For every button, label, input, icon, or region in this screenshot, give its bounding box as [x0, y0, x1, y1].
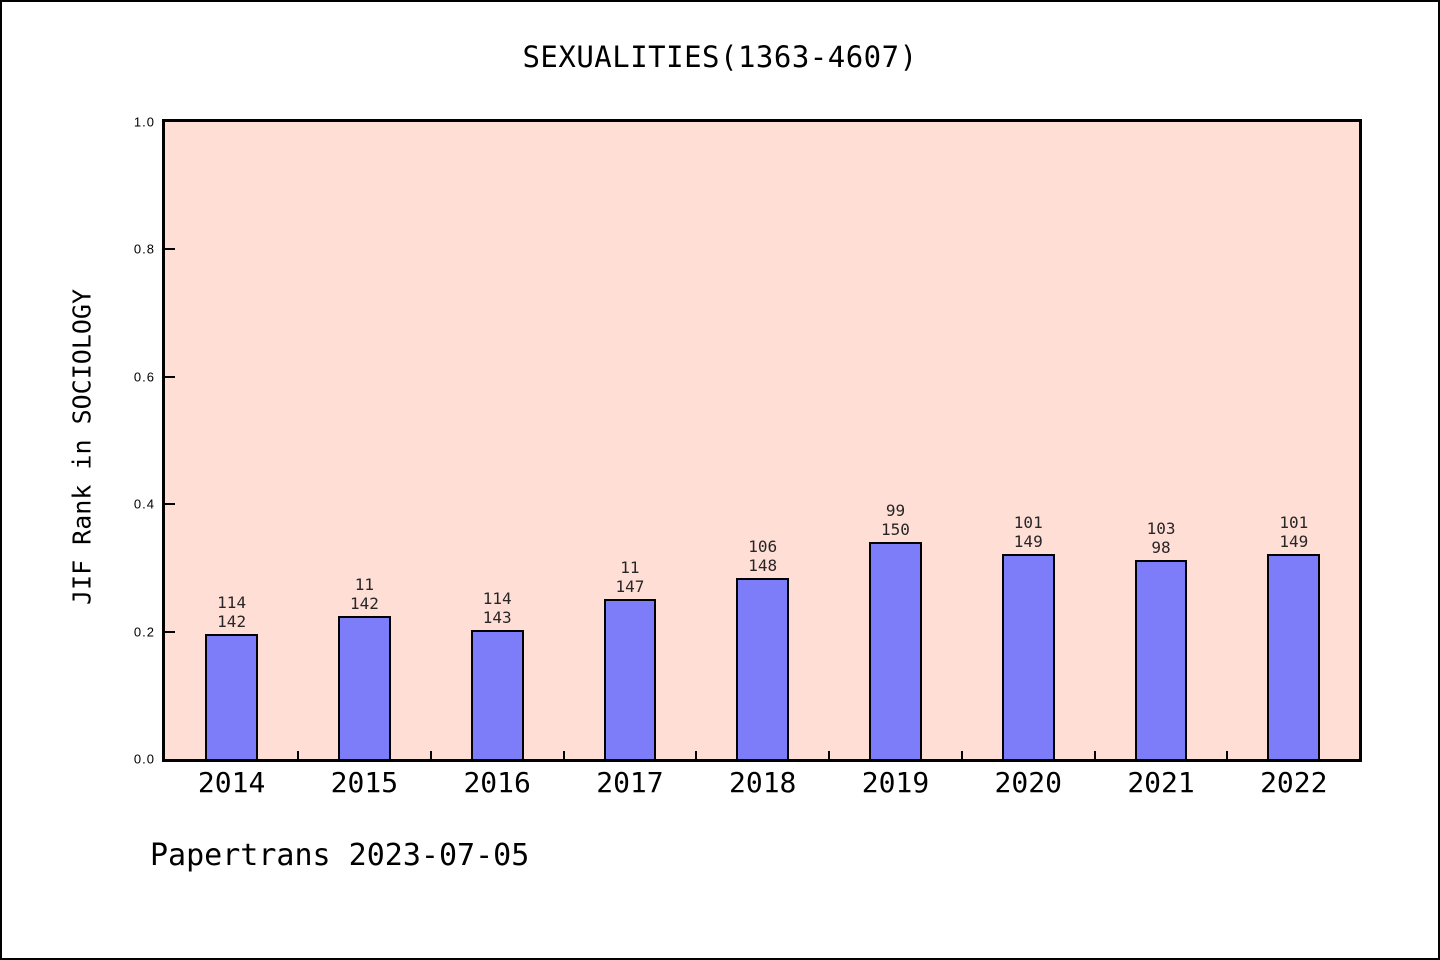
bar-label-rank: 106: [748, 537, 778, 557]
bar-label-total: 149: [1013, 531, 1043, 551]
bar: [603, 599, 657, 759]
y-tick: [165, 503, 175, 506]
bar-label: 99 150: [881, 501, 910, 539]
y-tick-label: 0.2: [133, 624, 155, 640]
bar: [205, 633, 258, 759]
x-minor-tick: [828, 751, 831, 759]
x-tick-label-year: 2014: [197, 766, 266, 799]
bar-label-total: 149: [1279, 531, 1309, 551]
bar: [869, 542, 922, 759]
x-minor-tick: [429, 751, 432, 759]
x-tick-label-year: 2017: [596, 766, 664, 799]
bar-label: 11 147: [615, 558, 644, 596]
chart-title: SEXUALITIES(1363-4607): [522, 40, 918, 74]
bar-label-rank: 101: [1279, 512, 1309, 532]
bar-label: 114 143: [483, 589, 512, 627]
bar-label-total: 142: [217, 611, 247, 631]
y-tick-label: 0.0: [133, 751, 155, 767]
y-tick: [165, 248, 175, 251]
y-tick: [165, 630, 175, 633]
bar: [338, 615, 391, 759]
y-tick-label: 0.6: [133, 369, 155, 385]
bar-label-rank: 114: [217, 592, 247, 612]
bar-label-rank: 11: [620, 558, 640, 578]
x-minor-tick: [1093, 751, 1096, 759]
bar-label-total: 147: [615, 577, 645, 597]
bar: [1134, 559, 1188, 759]
x-minor-tick: [960, 751, 963, 759]
bar-label-total: 143: [482, 607, 512, 627]
bar-label-total: 148: [748, 556, 778, 576]
x-tick-label-year: 2016: [463, 766, 531, 799]
watermark-text: Papertrans 2023-07-05: [150, 838, 530, 873]
x-minor-tick: [297, 751, 299, 759]
x-tick-label-year: 2018: [728, 766, 797, 799]
y-tick-label: 0.8: [133, 241, 155, 257]
x-tick-label-year: 2022: [1260, 766, 1328, 799]
y-tick-label: 0.4: [133, 496, 155, 512]
bar: [1267, 553, 1321, 759]
x-minor-tick: [562, 751, 565, 759]
bar-label-total: 142: [349, 593, 379, 613]
bar: [470, 629, 524, 759]
y-axis-label: JIF Rank in SOCIOLOGY: [67, 288, 97, 606]
x-tick-label-year: 2019: [861, 766, 930, 799]
bar-label-total: 98: [1151, 537, 1171, 557]
x-tick-label-year: 2015: [330, 766, 399, 799]
y-tick: [165, 375, 175, 378]
bar: [1001, 553, 1055, 759]
bar-label: 101 149: [1014, 513, 1043, 551]
plot-area: 0.0 0.2 0.4 0.6 0.8 1.0 114 142 2014 11 142 2015 114…: [134, 115, 1362, 799]
x-tick-label-year: 2021: [1127, 766, 1195, 799]
x-minor-tick: [1226, 751, 1229, 759]
x-tick-label-year: 2020: [994, 766, 1062, 799]
bar-label: 11 142: [350, 575, 379, 613]
x-minor-tick: [695, 751, 698, 759]
bar-label-rank: 99: [885, 501, 906, 521]
bar: [736, 578, 790, 759]
bar-label: 106 148: [748, 537, 777, 575]
bar-label: 114 142: [217, 593, 246, 631]
bar-label: 103 98: [1147, 519, 1176, 557]
bar-label: 101 149: [1279, 513, 1308, 551]
bar-label-rank: 11: [354, 574, 375, 594]
bar-label-rank: 103: [1146, 518, 1176, 538]
bar-label-rank: 114: [482, 588, 512, 608]
y-tick-label: 1.0: [133, 114, 155, 130]
bar-label-rank: 101: [1013, 512, 1043, 532]
bar-label-total: 150: [881, 520, 910, 540]
